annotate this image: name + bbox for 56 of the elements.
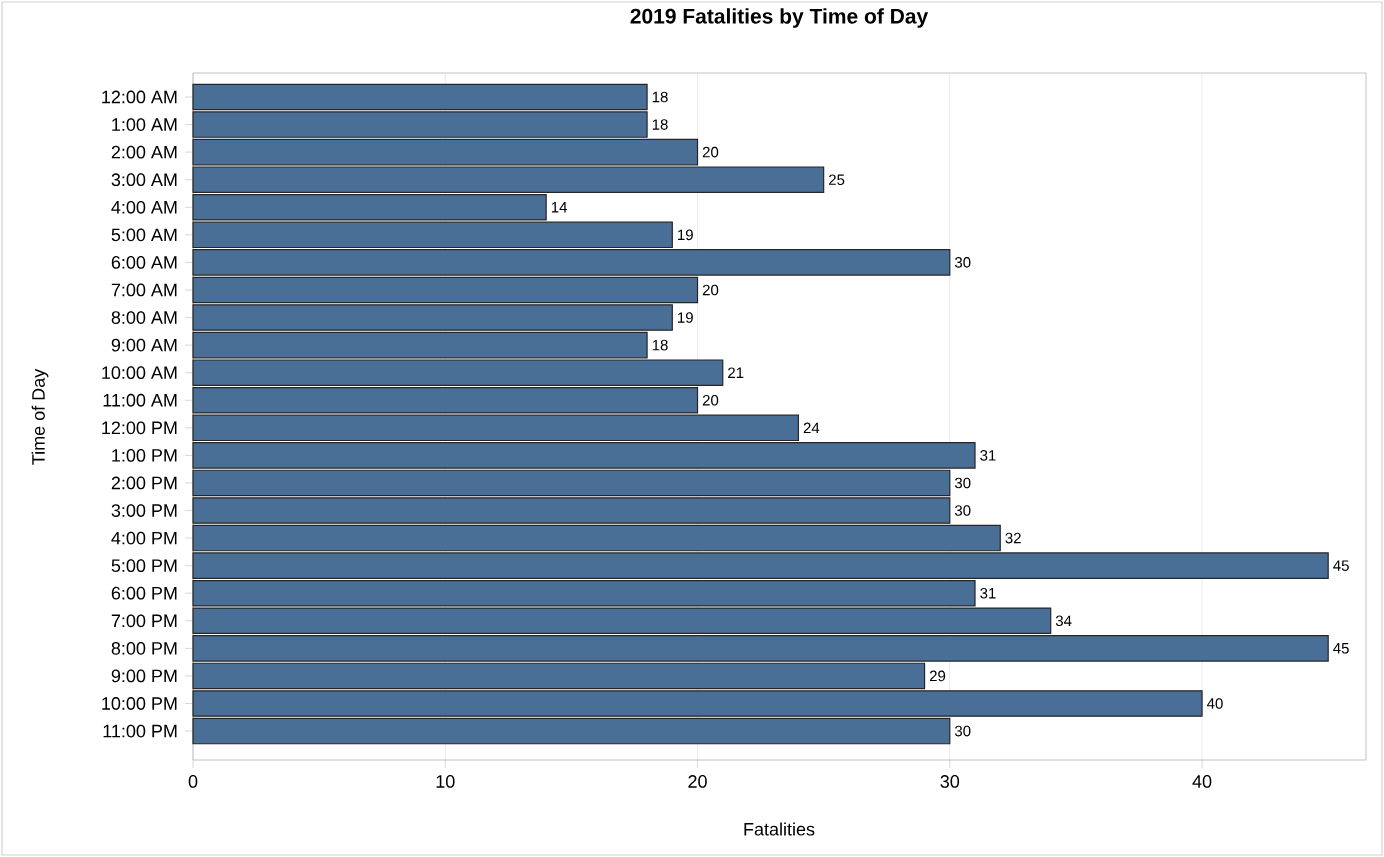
y-tick-label: 8:00 AM xyxy=(111,311,177,324)
data-label: 18 xyxy=(652,91,668,103)
data-label: 20 xyxy=(702,284,719,296)
y-tick-label: 5:00 AM xyxy=(111,228,177,242)
x-axis-title: Fatalities xyxy=(744,822,815,836)
data-label: 19 xyxy=(678,229,693,241)
y-tick-label: 6:00 PM xyxy=(111,586,177,600)
data-label: 30 xyxy=(954,257,971,268)
data-label: 18 xyxy=(652,119,668,130)
data-label: 24 xyxy=(803,422,820,434)
y-tick-label: 5:00 PM xyxy=(111,559,177,573)
data-label: 45 xyxy=(1333,560,1349,571)
data-label: 19 xyxy=(678,312,693,323)
y-tick-label: 4:00 PM xyxy=(111,531,177,545)
y-tick-label: 1:00 PM xyxy=(112,449,177,462)
y-tick-label: 8:00 PM xyxy=(111,641,177,655)
data-label: 34 xyxy=(1055,615,1072,627)
y-tick-label: 12:00 AM xyxy=(102,90,177,104)
data-label: 14 xyxy=(551,202,568,213)
y-tick-label: 6:00 AM xyxy=(111,256,177,269)
x-tick-label: 20 xyxy=(688,775,707,788)
data-label: 30 xyxy=(954,725,971,737)
y-tick-label: 9:00 PM xyxy=(111,669,177,683)
data-label: 29 xyxy=(929,670,946,682)
data-label: 25 xyxy=(829,174,845,186)
data-label: 18 xyxy=(652,339,668,351)
data-label: 31 xyxy=(980,587,996,599)
y-tick-label: 7:00 AM xyxy=(111,283,177,297)
y-tick-label: 1:00 AM xyxy=(112,118,177,131)
data-label: 31 xyxy=(980,450,996,461)
x-tick-label: 0 xyxy=(188,775,198,788)
y-tick-label: 11:00 PM xyxy=(103,724,177,738)
y-tick-label: 10:00 AM xyxy=(102,366,177,380)
data-label: 30 xyxy=(954,505,971,516)
data-label: 30 xyxy=(954,477,971,489)
x-tick-label: 30 xyxy=(940,775,960,788)
data-label: 20 xyxy=(702,146,719,158)
data-label: 20 xyxy=(702,394,719,406)
data-label: 32 xyxy=(1005,532,1021,544)
x-tick-label: 40 xyxy=(1192,775,1212,788)
y-tick-label: 2:00 PM xyxy=(111,476,177,490)
y-tick-label: 3:00 PM xyxy=(111,504,177,517)
y-tick-label: 10:00 PM xyxy=(102,697,177,710)
x-tick-label: 10 xyxy=(436,775,455,788)
chart-title: 2019 Fatalities by Time of Day xyxy=(630,8,929,28)
y-tick-label: 12:00 PM xyxy=(102,421,177,435)
data-label: 45 xyxy=(1333,643,1349,654)
y-tick-label: 11:00 AM xyxy=(103,393,177,407)
y-tick-label: 3:00 AM xyxy=(111,173,177,187)
y-tick-label: 4:00 AM xyxy=(111,200,177,214)
y-axis-title: Time of Day xyxy=(31,368,49,465)
y-tick-label: 7:00 PM xyxy=(111,614,177,628)
y-tick-label: 9:00 AM xyxy=(111,338,177,352)
data-label: 21 xyxy=(728,367,744,378)
y-tick-label: 2:00 AM xyxy=(111,145,177,159)
data-label: 40 xyxy=(1207,698,1223,709)
